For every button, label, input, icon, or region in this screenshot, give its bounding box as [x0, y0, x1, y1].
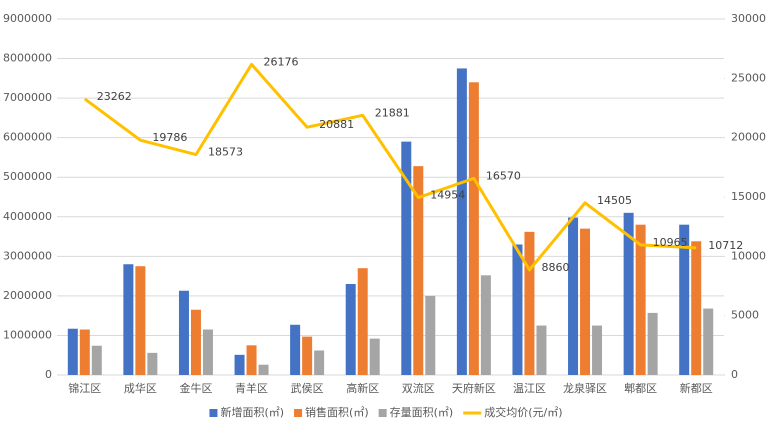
x-tick-label: 锦江区 — [68, 381, 101, 395]
bar — [123, 264, 134, 375]
bar — [190, 309, 201, 375]
bar — [647, 312, 658, 375]
bar — [290, 324, 301, 375]
bar — [568, 217, 579, 375]
data-label: 14954 — [430, 189, 465, 202]
bar — [468, 82, 479, 376]
data-label: 20881 — [319, 118, 354, 131]
y-tick-label: 6000000 — [3, 131, 52, 144]
bar — [456, 68, 467, 375]
x-tick-label: 成华区 — [124, 381, 157, 395]
bar — [135, 266, 146, 375]
bar — [592, 325, 603, 375]
y-tick-label: 4000000 — [3, 210, 52, 223]
y-tick-label: 0 — [45, 368, 52, 381]
y-tick-label: 5000000 — [3, 170, 52, 183]
bar — [67, 328, 78, 375]
bar — [512, 244, 523, 375]
bar — [703, 308, 714, 375]
bar — [425, 295, 436, 375]
bar — [147, 352, 158, 375]
bar — [679, 224, 690, 375]
bar — [234, 354, 245, 375]
y-tick-label: 9000000 — [3, 12, 52, 25]
data-label: 21881 — [375, 106, 410, 119]
data-label: 10965 — [653, 236, 688, 249]
bar — [357, 268, 368, 375]
x-tick-label: 金牛区 — [179, 381, 212, 395]
x-tick-label: 武侯区 — [291, 381, 324, 395]
data-label: 18573 — [208, 146, 243, 159]
bar — [79, 329, 90, 375]
bar — [178, 290, 189, 375]
bar — [258, 364, 269, 375]
x-tick-label: 青羊区 — [235, 381, 268, 395]
legend-label: 存量面积(㎡) — [390, 405, 454, 419]
bar — [314, 350, 325, 375]
data-label: 16570 — [486, 169, 521, 182]
x-tick-label: 郫都区 — [624, 381, 657, 395]
legend-swatch — [209, 409, 218, 417]
bar — [401, 141, 412, 375]
y2-tick-label: 30000 — [731, 12, 766, 25]
bar — [91, 345, 102, 375]
y-tick-label: 2000000 — [3, 289, 52, 302]
y2-tick-label: 20000 — [731, 131, 766, 144]
data-label: 26176 — [264, 55, 299, 68]
data-label: 19786 — [152, 131, 187, 144]
x-tick-label: 高新区 — [346, 381, 379, 395]
bar — [246, 345, 257, 375]
y2-tick-label: 10000 — [731, 249, 766, 262]
bar — [524, 231, 535, 375]
y2-tick-label: 0 — [731, 368, 738, 381]
x-tick-label: 新都区 — [680, 381, 713, 395]
legend-label: 销售面积(㎡) — [305, 405, 369, 419]
bar — [302, 336, 313, 375]
y2-tick-label: 25000 — [731, 71, 766, 84]
data-label: 8860 — [541, 261, 569, 274]
data-label: 10712 — [708, 239, 743, 252]
y2-tick-label: 15000 — [731, 190, 766, 203]
data-label: 23262 — [97, 90, 132, 103]
y-tick-label: 3000000 — [3, 249, 52, 262]
bar — [369, 338, 380, 375]
legend-swatch — [294, 409, 303, 417]
bar — [536, 325, 547, 375]
bar — [635, 224, 646, 375]
x-tick-label: 温江区 — [513, 382, 546, 395]
bar — [480, 275, 491, 375]
legend-label: 成交均价(元/㎡) — [484, 405, 562, 419]
y-tick-label: 8000000 — [3, 52, 52, 65]
legend-label: 新增面积(㎡) — [220, 405, 284, 419]
x-tick-label: 龙泉驿区 — [563, 381, 607, 395]
bar — [623, 212, 634, 375]
line — [83, 62, 697, 272]
y2-tick-label: 5000 — [731, 309, 759, 322]
bar — [691, 241, 702, 375]
y-tick-label: 1000000 — [3, 328, 52, 341]
x-tick-label: 天府新区 — [452, 381, 496, 395]
legend-swatch — [378, 409, 387, 417]
bar — [345, 284, 356, 375]
bar — [202, 329, 213, 375]
bar — [580, 228, 591, 375]
data-label: 14505 — [597, 194, 632, 207]
x-tick-label: 双流区 — [402, 381, 435, 395]
bar — [413, 166, 424, 375]
y-tick-label: 7000000 — [3, 91, 52, 104]
